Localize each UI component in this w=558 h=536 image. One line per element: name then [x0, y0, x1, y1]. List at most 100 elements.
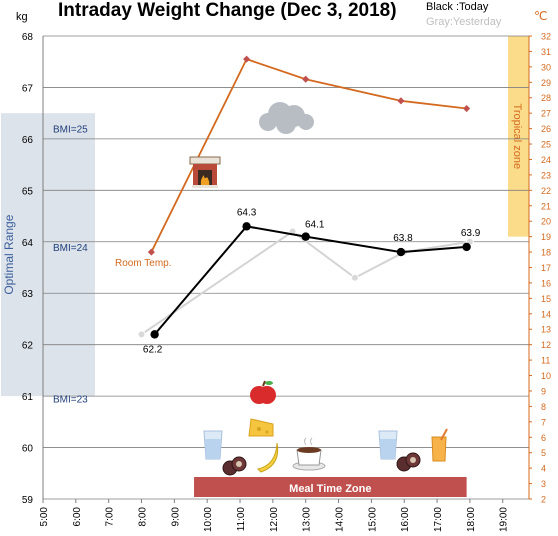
y-right-tick-label: 11: [541, 356, 550, 366]
x-tick-label: 12:00: [269, 507, 280, 532]
today-point: [462, 242, 471, 252]
today-data-label: 63.9: [461, 228, 481, 239]
y-left-tick-label: 67: [22, 83, 34, 94]
y-right-tick-label: 17: [541, 263, 551, 273]
banana-icon: [257, 442, 279, 473]
y-left-tick-label: 60: [22, 444, 34, 455]
cookies-icon: [222, 456, 247, 476]
x-tick-label: 10:00: [203, 507, 214, 532]
today-point: [396, 247, 406, 257]
y-right-tick-label: 14: [541, 309, 551, 319]
y-right-tick-label: 29: [541, 78, 551, 88]
y-left-tick-label: 65: [22, 186, 34, 197]
y-right-tick-label: 21: [541, 201, 551, 211]
apple-icon: [250, 380, 276, 404]
legend-yesterday: Gray:Yesterday: [426, 16, 502, 28]
x-tick-label: 19:00: [499, 507, 510, 532]
y-right-tick-label: 18: [541, 248, 551, 258]
y-right-tick-label: 24: [541, 155, 551, 165]
y-right-tick-label: 6: [541, 433, 546, 443]
today-data-label: 64.3: [237, 207, 257, 218]
optimal-range-label: Optimal Range: [2, 214, 16, 294]
y-right-tick-label: 20: [541, 217, 551, 227]
y-left-tick-label: 63: [22, 289, 34, 300]
y-left-unit: kg: [16, 11, 28, 23]
bmi-label: BMI=25: [53, 125, 88, 136]
y-right-tick-label: 4: [541, 464, 546, 474]
cheese-icon: [248, 418, 274, 437]
x-tick-label: 6:00: [72, 507, 83, 527]
y-left-tick-label: 66: [22, 135, 34, 146]
today-data-label: 62.2: [143, 344, 163, 355]
y-left-tick-label: 64: [22, 238, 34, 249]
y-right-tick-label: 10: [541, 371, 551, 381]
y-right-tick-label: 30: [541, 62, 551, 72]
water-glass-icon: [378, 430, 398, 460]
y-right-tick-label: 25: [541, 140, 551, 150]
cookies-icon: [396, 452, 421, 472]
y-right-tick-label: 7: [541, 417, 546, 427]
y-right-tick-label: 16: [541, 278, 551, 288]
x-tick-label: 8:00: [138, 507, 149, 527]
x-tick-label: 7:00: [105, 507, 116, 527]
room-temp-point: [147, 248, 155, 256]
x-tick-label: 14:00: [335, 507, 346, 532]
y-right-tick-label: 27: [541, 109, 551, 119]
today-point: [301, 232, 310, 241]
legend-today: Black :Today: [426, 1, 489, 13]
y-left-tick-label: 68: [22, 32, 34, 43]
chart-title: Intraday Weight Change (Dec 3, 2018): [58, 0, 397, 21]
y-right-tick-label: 13: [541, 325, 551, 335]
y-right-tick-label: 12: [541, 340, 551, 350]
x-tick-label: 11:00: [236, 507, 247, 532]
x-tick-label: 17:00: [433, 507, 444, 532]
room-temp-point: [463, 105, 471, 113]
x-tick-label: 9:00: [170, 507, 181, 527]
water-glass-icon: [203, 430, 223, 460]
yesterday-point: [350, 273, 359, 282]
tropical-zone-band: [508, 36, 529, 237]
y-left-tick-label: 62: [22, 341, 34, 352]
y-right-unit: ℃: [534, 9, 547, 23]
meal-time-zone-label: Meal Time Zone: [289, 483, 371, 495]
series-yesterday-line: [140, 230, 471, 336]
y-right-tick-label: 32: [541, 32, 551, 42]
x-tick-label: 18:00: [466, 507, 477, 532]
y-right-tick-label: 31: [541, 47, 551, 57]
today-point: [242, 222, 251, 231]
cloud-icon: [259, 102, 314, 134]
y-right-tick-label: 15: [541, 294, 551, 304]
y-right-tick-label: 9: [541, 386, 546, 396]
today-point: [150, 330, 159, 339]
y-right-tick-label: 26: [541, 124, 551, 134]
x-tick-label: 13:00: [302, 507, 313, 532]
x-tick-label: 15:00: [367, 507, 378, 532]
optimal-range-band: [1, 113, 95, 397]
y-right-tick-label: 3: [541, 479, 546, 489]
y-right-tick-label: 8: [541, 402, 546, 412]
y-left-tick-label: 59: [22, 495, 34, 506]
tropical-zone-label: Tropical zone: [511, 104, 523, 170]
y-right-tick-label: 19: [541, 232, 551, 242]
series-today-line: [153, 225, 467, 336]
x-tick-label: 5:00: [39, 507, 50, 527]
y-right-tick-label: 28: [541, 93, 551, 103]
y-right-tick-label: 2: [541, 495, 546, 505]
coffee-cup-icon: [292, 437, 326, 471]
juice-glass-icon: [431, 428, 448, 462]
fireplace-icon: [189, 156, 221, 188]
room-temp-label: Room Temp.: [115, 258, 172, 269]
room-temp-point: [302, 75, 310, 83]
bmi-label: BMI=24: [53, 243, 88, 254]
yesterday-point: [137, 330, 146, 339]
y-right-tick-label: 22: [541, 186, 551, 196]
x-tick-label: 16:00: [400, 507, 411, 532]
today-data-label: 63.8: [393, 233, 413, 244]
room-temp-point: [243, 55, 251, 63]
meal-time-zone-band: [194, 477, 467, 497]
y-right-tick-label: 23: [541, 170, 551, 180]
y-right-tick-label: 5: [541, 448, 546, 458]
today-data-label: 64.1: [305, 220, 325, 231]
bmi-label: BMI=23: [53, 395, 88, 406]
